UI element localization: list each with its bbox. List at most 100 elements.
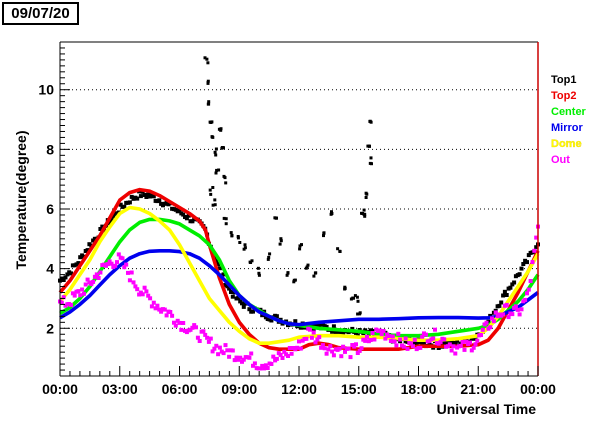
marker-out	[484, 320, 489, 325]
marker-top1	[98, 227, 103, 231]
marker-out	[225, 348, 230, 353]
marker-out	[330, 349, 335, 354]
marker-top1	[247, 307, 252, 312]
marker-top1-spikes	[349, 297, 353, 301]
marker-top1	[61, 278, 66, 282]
marker-out	[320, 343, 325, 348]
marker-out	[418, 345, 423, 350]
marker-top1-spikes	[256, 266, 260, 270]
marker-top1-spikes	[298, 247, 302, 251]
marker-out	[69, 303, 73, 307]
marker-top1	[122, 204, 127, 209]
marker-top1	[355, 333, 360, 338]
marker-top1	[85, 248, 90, 253]
marker-out	[192, 323, 197, 328]
legend-item-top1: Top1	[551, 74, 576, 86]
marker-top1-spikes	[362, 208, 366, 212]
marker-out	[328, 344, 333, 349]
marker-out	[326, 347, 331, 352]
legend-item-mirror: Mirror	[551, 122, 584, 134]
marker-top1	[517, 272, 522, 277]
marker-top1-spikes	[206, 61, 210, 65]
marker-top1-spikes	[343, 287, 347, 291]
marker-top1-spikes	[223, 176, 227, 180]
marker-out	[438, 340, 443, 345]
marker-out	[94, 272, 99, 277]
marker-out	[249, 351, 254, 356]
marker-top1-spikes	[211, 203, 215, 207]
marker-out	[412, 337, 417, 342]
marker-out	[519, 307, 524, 312]
marker-top1	[69, 271, 73, 276]
marker-out	[210, 349, 215, 354]
marker-out	[208, 336, 213, 341]
marker-out	[120, 256, 125, 261]
marker-top1-spikes	[358, 312, 362, 316]
marker-out	[447, 342, 452, 347]
marker-top1-spikes	[312, 274, 316, 278]
marker-top1-spikes	[355, 295, 359, 299]
marker-top1-spikes	[210, 135, 214, 139]
marker-top1-spikes	[279, 239, 283, 243]
marker-out	[280, 356, 285, 360]
marker-out	[260, 363, 265, 368]
marker-top1-spikes	[206, 102, 210, 106]
marker-top1-spikes	[213, 198, 217, 202]
marker-top1-spikes	[352, 296, 355, 300]
marker-top1-spikes	[214, 171, 218, 175]
marker-top1	[144, 195, 149, 199]
marker-top1	[221, 272, 226, 277]
marker-top1	[422, 340, 426, 345]
marker-out	[480, 327, 485, 332]
series-markers-top1-spikes	[203, 56, 373, 316]
marker-out	[458, 343, 463, 348]
marker-out	[337, 346, 342, 351]
marker-out	[387, 334, 392, 339]
marker-out	[504, 302, 509, 307]
marker-top1-spikes	[250, 259, 254, 263]
marker-out	[153, 306, 158, 311]
marker-top1	[525, 260, 529, 265]
marker-top1-spikes	[343, 285, 347, 289]
marker-out	[460, 340, 465, 344]
marker-top1-spikes	[293, 278, 297, 282]
marker-out	[409, 341, 414, 346]
marker-out	[411, 344, 415, 349]
marker-top1-spikes	[214, 147, 218, 151]
marker-out	[168, 310, 173, 314]
marker-out	[91, 279, 96, 284]
marker-out	[396, 331, 401, 336]
marker-out	[232, 358, 237, 363]
marker-out	[240, 359, 244, 364]
marker-top1	[414, 341, 419, 346]
marker-out	[309, 335, 314, 340]
marker-out	[126, 270, 130, 275]
marker-top1	[151, 194, 156, 199]
marker-out	[142, 285, 147, 290]
marker-out	[252, 361, 257, 366]
marker-top1-spikes	[207, 100, 211, 104]
marker-top1	[109, 217, 114, 222]
marker-out	[92, 274, 97, 279]
marker-out	[247, 355, 252, 360]
marker-out	[525, 291, 529, 296]
x-tick-label: 18:00	[401, 381, 437, 397]
marker-out	[515, 307, 520, 312]
marker-out	[76, 289, 81, 294]
marker-out	[278, 352, 283, 357]
marker-out	[149, 304, 154, 309]
marker-top1-spikes	[214, 153, 218, 157]
marker-out	[331, 353, 336, 358]
marker-out	[526, 287, 531, 292]
marker-top1	[508, 285, 513, 290]
marker-out	[339, 354, 344, 359]
marker-top1-spikes	[353, 294, 357, 298]
marker-top1-spikes	[369, 156, 373, 160]
marker-out	[205, 335, 210, 340]
marker-out	[155, 303, 160, 308]
marker-top1-spikes	[330, 210, 333, 214]
marker-top1	[501, 293, 506, 298]
marker-out	[308, 327, 312, 332]
marker-top1-spikes	[268, 252, 272, 256]
marker-top1	[177, 207, 182, 212]
